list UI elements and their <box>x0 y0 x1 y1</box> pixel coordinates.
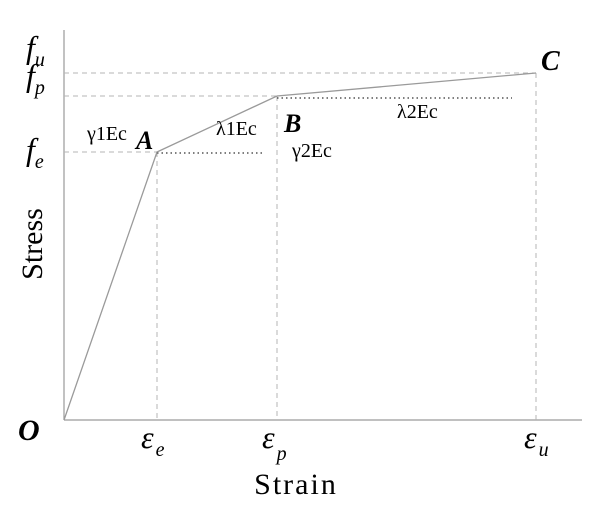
point-a-label: A <box>134 126 153 155</box>
tick-fe: fe <box>26 131 44 173</box>
y-axis-label: Stress <box>16 208 49 280</box>
annotation-gamma2: γ2Ec <box>291 140 332 162</box>
annotation-lambda1: λ1Ec <box>216 118 257 140</box>
x-axis-label: Strain <box>254 468 338 501</box>
annotation-lambda2: λ2Ec <box>397 101 438 123</box>
point-c-label: C <box>541 46 560 77</box>
origin-label: O <box>18 414 40 447</box>
annotation-gamma1: γ1Ec <box>86 123 127 145</box>
stress-strain-curve <box>63 72 537 421</box>
point-b-label: B <box>283 109 301 138</box>
